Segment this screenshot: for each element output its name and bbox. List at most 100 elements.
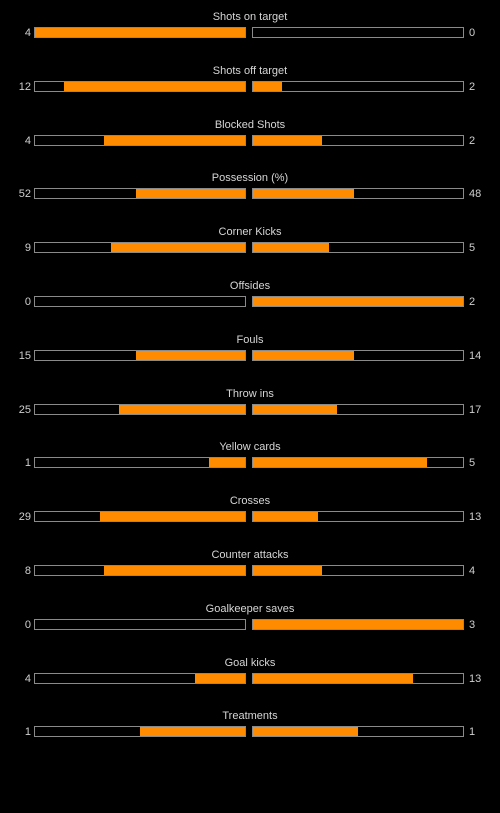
- stat-label: Possession (%): [211, 172, 289, 185]
- stat-label: Goalkeeper saves: [205, 602, 295, 615]
- home-bar-fill: [110, 243, 245, 253]
- away-value: 2: [469, 295, 476, 308]
- away-bar: [252, 242, 464, 254]
- home-value: 15: [18, 349, 31, 362]
- away-bar-fill: [253, 565, 323, 575]
- home-value: 0: [24, 618, 31, 631]
- away-value: 13: [469, 672, 482, 685]
- home-bar-fill: [119, 404, 245, 414]
- home-bar-fill: [104, 135, 245, 145]
- away-value: 17: [469, 403, 482, 416]
- away-value: 1: [469, 726, 476, 739]
- stat-row-yellow-cards: Yellow cards 1 5: [0, 440, 500, 494]
- stat-label: Fouls: [236, 333, 264, 346]
- away-bar-fill: [253, 673, 413, 683]
- stat-label: Goal kicks: [224, 656, 276, 669]
- stat-label: Yellow cards: [219, 441, 281, 454]
- stat-row-corner-kicks: Corner Kicks 9 5: [0, 225, 500, 279]
- home-bar: [34, 188, 246, 200]
- stat-label: Offsides: [229, 279, 271, 292]
- away-value: 13: [469, 511, 482, 524]
- home-bar: [34, 672, 246, 684]
- home-bar-fill: [140, 727, 245, 737]
- away-value: 5: [469, 457, 476, 470]
- away-bar: [252, 457, 464, 469]
- home-bar: [34, 403, 246, 415]
- away-bar: [252, 295, 464, 307]
- away-value: 0: [469, 27, 476, 39]
- away-bar: [252, 726, 464, 738]
- away-value: 2: [469, 80, 476, 93]
- match-stats-panel: Shots on target 4 0 Shots off target 12 …: [0, 10, 500, 763]
- stat-row-crosses: Crosses 29 13: [0, 494, 500, 548]
- stat-label: Crosses: [229, 495, 271, 508]
- stat-label: Shots on target: [212, 11, 288, 23]
- home-bar: [34, 618, 246, 630]
- stat-row-blocked-shots: Blocked Shots 4 2: [0, 118, 500, 172]
- stat-row-treatments: Treatments 1 1: [0, 709, 500, 763]
- stat-row-shots-off-target: Shots off target 12 2: [0, 64, 500, 118]
- away-bar-fill: [253, 404, 337, 414]
- home-bar-fill: [64, 81, 245, 91]
- home-value: 1: [24, 457, 31, 470]
- away-bar-fill: [253, 189, 354, 199]
- away-bar: [252, 188, 464, 200]
- home-bar: [34, 242, 246, 254]
- home-bar: [34, 80, 246, 92]
- home-bar: [34, 349, 246, 361]
- stat-row-throw-ins: Throw ins 25 17: [0, 387, 500, 441]
- away-bar: [252, 511, 464, 523]
- home-value: 8: [24, 564, 31, 577]
- stat-label: Counter attacks: [211, 548, 289, 561]
- away-bar: [252, 134, 464, 146]
- away-value: 14: [469, 349, 482, 362]
- home-value: 29: [18, 511, 31, 524]
- away-bar-fill: [253, 81, 283, 91]
- home-bar: [34, 457, 246, 469]
- away-bar: [252, 80, 464, 92]
- away-bar-fill: [253, 296, 463, 306]
- stat-row-goalkeeper-saves: Goalkeeper saves 0 3: [0, 602, 500, 656]
- home-bar-fill: [135, 350, 245, 360]
- home-value: 52: [18, 188, 31, 201]
- home-bar: [34, 564, 246, 576]
- away-bar: [252, 564, 464, 576]
- away-bar: [252, 403, 464, 415]
- home-value: 25: [18, 403, 31, 416]
- home-bar: [34, 27, 246, 38]
- away-bar-fill: [253, 727, 358, 737]
- stat-row-fouls: Fouls 15 14: [0, 333, 500, 387]
- away-bar-fill: [253, 458, 428, 468]
- stat-label: Corner Kicks: [218, 226, 282, 239]
- away-bar-fill: [253, 512, 319, 522]
- home-bar-fill: [35, 28, 245, 37]
- away-bar-fill: [253, 350, 354, 360]
- home-bar: [34, 134, 246, 146]
- away-bar-fill: [253, 243, 329, 253]
- home-value: 1: [24, 726, 31, 739]
- away-value: 5: [469, 242, 476, 255]
- stat-label: Blocked Shots: [214, 118, 286, 131]
- away-value: 48: [469, 188, 482, 201]
- stat-row-offsides: Offsides 0 2: [0, 279, 500, 333]
- stat-label: Throw ins: [226, 387, 274, 400]
- home-bar-fill: [194, 673, 245, 683]
- home-bar: [34, 295, 246, 307]
- stat-row-goal-kicks: Goal kicks 4 13: [0, 656, 500, 710]
- home-value: 4: [24, 672, 31, 685]
- away-value: 4: [469, 564, 476, 577]
- away-bar: [252, 672, 464, 684]
- home-value: 0: [24, 295, 31, 308]
- home-value: 4: [24, 134, 31, 147]
- home-bar: [34, 726, 246, 738]
- home-value: 12: [18, 80, 31, 93]
- away-bar-fill: [253, 619, 463, 629]
- home-value: 4: [24, 27, 31, 39]
- home-value: 9: [24, 242, 31, 255]
- stat-row-counter-attacks: Counter attacks 8 4: [0, 548, 500, 602]
- away-value: 2: [469, 134, 476, 147]
- stat-label: Treatments: [222, 710, 278, 723]
- home-bar-fill: [135, 189, 245, 199]
- away-bar-fill: [253, 135, 323, 145]
- away-value: 3: [469, 618, 476, 631]
